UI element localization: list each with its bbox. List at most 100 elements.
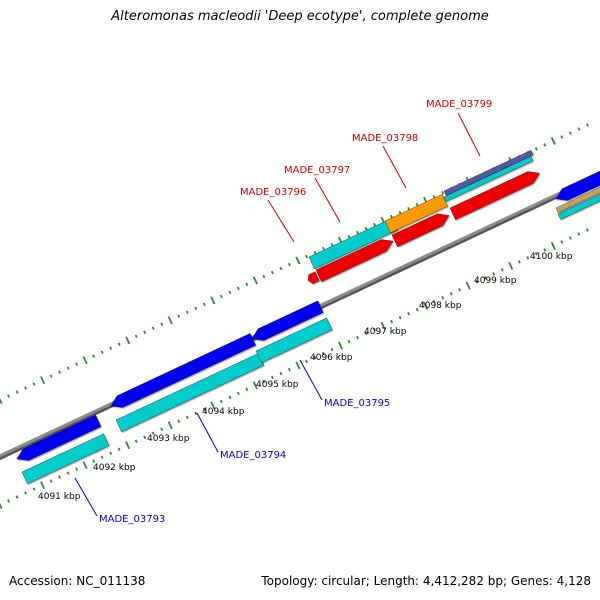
outer-tick-minor (117, 342, 121, 346)
outer-tick-major (0, 397, 3, 405)
outer-tick-minor (185, 310, 189, 315)
outer-tick-minor (58, 370, 62, 374)
leader-line-made_03796 (267, 199, 295, 243)
outer-tick-minor (15, 390, 19, 394)
tick-label-4: 4095 kbp (256, 380, 299, 390)
inner-tick-minor (66, 471, 70, 475)
outer-tick-major (295, 256, 301, 265)
inner-tick-major (167, 421, 173, 430)
inner-tick-minor (75, 467, 79, 471)
tick-label-layer: 4091 kbp 4092 kbp 4093 kbp 4094 kbp 4095 kbp… (38, 252, 573, 502)
cds-purple-03799 (443, 150, 534, 196)
outer-tick-minor (262, 274, 266, 279)
outer-tick-major (210, 296, 216, 305)
inner-tick-minor (228, 395, 232, 400)
outer-tick-minor (364, 226, 368, 231)
gene-label-layer: MADE_03796 MADE_03797 MADE_03798 MADE_03799… (74, 99, 492, 525)
inner-tick-minor (475, 280, 479, 284)
outer-tick-minor (577, 127, 581, 131)
inner-tick-minor (109, 451, 113, 455)
cds-red-03798 (391, 213, 450, 248)
cds-red-small (307, 271, 320, 285)
tick-label-9: 4100 kbp (530, 252, 573, 262)
gene-label-made_03798: MADE_03798 (352, 133, 418, 144)
outer-tick-minor (219, 294, 223, 299)
gene-label-made_03797: MADE_03797 (284, 165, 350, 176)
inner-tick-minor (458, 288, 462, 292)
inner-tick-major (0, 502, 3, 510)
gene-label-made_03796: MADE_03796 (240, 187, 306, 198)
feature-layer (16, 150, 600, 485)
tick-label-2: 4093 kbp (147, 434, 190, 444)
outer-tick-minor (347, 234, 351, 239)
inner-tick-major (380, 321, 386, 330)
inner-tick-minor (449, 292, 453, 296)
outer-tick-minor (373, 222, 377, 227)
inner-tick-minor (322, 351, 325, 356)
inner-tick-minor (287, 367, 291, 372)
outer-tick-minor (245, 282, 249, 287)
inner-tick-minor (568, 236, 572, 240)
inner-tick-minor (534, 252, 538, 256)
outer-tick-minor (177, 314, 181, 319)
leader-line-made_03797 (314, 177, 341, 223)
inner-tick-minor (143, 435, 147, 439)
cds-blue-03795 (251, 300, 324, 341)
cds-cyan-03799 (443, 156, 534, 202)
outer-tick-minor (322, 246, 325, 251)
inner-tick-minor (577, 232, 581, 236)
outer-tick-minor (543, 143, 547, 147)
inner-tick-minor (100, 455, 104, 459)
inner-tick-minor (270, 375, 274, 380)
inner-tick-minor (15, 495, 19, 499)
cds-red-03797 (315, 239, 394, 283)
outer-tick-minor (560, 135, 564, 139)
cds-cyan-03794 (115, 353, 264, 433)
outer-tick-minor (151, 326, 155, 330)
tick-label-7: 4098 kbp (419, 301, 462, 311)
outer-tick-minor (160, 322, 164, 327)
cds-cyan-03797 (308, 217, 399, 270)
inner-tick-major (465, 281, 471, 290)
inner-tick-minor (415, 307, 419, 312)
inner-tick-minor (185, 415, 189, 420)
outer-tick-major (125, 336, 131, 345)
inner-tick-minor (262, 379, 266, 384)
outer-tick-minor (330, 242, 334, 247)
inner-tick-track (0, 228, 589, 510)
inner-tick-minor (398, 315, 402, 320)
outer-tick-minor (100, 350, 104, 354)
inner-tick-minor (560, 240, 564, 244)
outer-tick-minor (236, 286, 240, 291)
leader-line-made_03795 (299, 359, 323, 401)
inner-tick-minor (364, 331, 368, 336)
inner-tick-minor (526, 256, 530, 260)
tick-label-3: 4094 kbp (202, 407, 245, 417)
inner-tick-major (337, 341, 344, 350)
tick-label-1: 4092 kbp (93, 463, 136, 473)
outer-tick-minor (313, 250, 317, 255)
inner-tick-minor (407, 311, 411, 316)
inner-tick-major (210, 401, 216, 410)
inner-tick-minor (313, 355, 317, 360)
inner-tick-minor (134, 439, 138, 443)
inner-tick-minor (24, 491, 27, 495)
leader-line-made_03794 (196, 412, 219, 453)
outer-tick-minor (202, 302, 206, 307)
outer-tick-minor (75, 362, 79, 366)
inner-tick-minor (58, 475, 62, 479)
cds-orange-03798 (384, 194, 448, 234)
inner-tick-minor (151, 431, 155, 435)
inner-tick-minor (194, 411, 198, 416)
inner-tick-major (40, 481, 46, 490)
inner-tick-minor (92, 459, 96, 463)
outer-tick-minor (109, 346, 113, 350)
inner-tick-major (423, 301, 429, 310)
cds-cyan-03795 (255, 317, 333, 364)
inner-tick-minor (219, 399, 223, 404)
outer-tick-minor (585, 123, 589, 127)
inner-tick-minor (517, 260, 521, 264)
inner-tick-major (252, 381, 258, 390)
outer-tick-minor (66, 366, 70, 370)
